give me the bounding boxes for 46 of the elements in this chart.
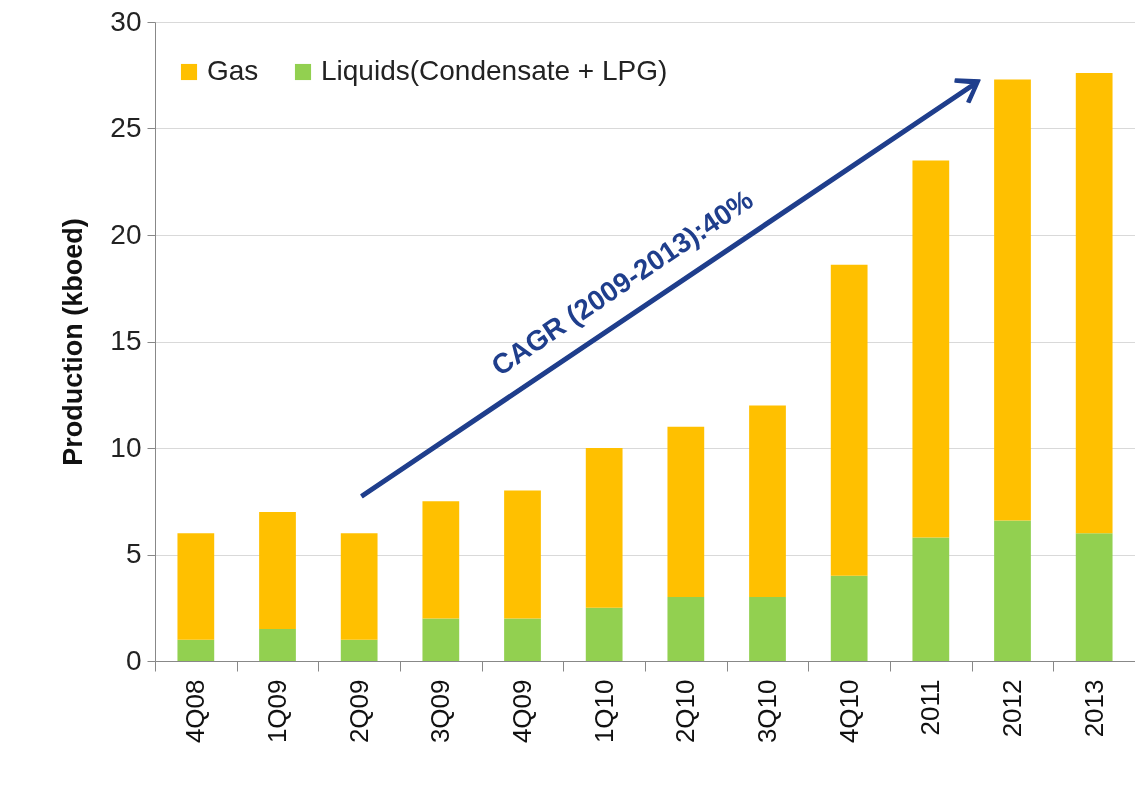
bar — [830, 575, 868, 661]
x-tick-label: 2013 — [1078, 679, 1109, 738]
bar — [830, 264, 868, 576]
bar — [667, 597, 705, 661]
x-tick-label: 4Q08 — [180, 679, 211, 744]
x-tick-label: 4Q10 — [833, 679, 864, 744]
bar — [912, 537, 950, 661]
bar — [259, 511, 296, 630]
bar — [585, 607, 623, 661]
bar — [422, 618, 460, 661]
x-tick-label: 3Q10 — [752, 679, 782, 744]
y-tick-label: 30 — [110, 5, 142, 37]
bar — [1075, 533, 1113, 661]
bar — [667, 426, 705, 598]
legend-label: Gas — [207, 55, 259, 86]
bar — [504, 490, 541, 619]
bar — [912, 160, 950, 538]
y-tick-label: 5 — [125, 538, 142, 569]
y-tick-label: 0 — [125, 644, 142, 676]
bar — [585, 448, 623, 608]
legend-label: Liquids(Condensate + LPG) — [321, 55, 668, 86]
bar — [749, 405, 786, 598]
bar — [422, 501, 460, 619]
bar — [749, 597, 786, 661]
bar — [177, 533, 215, 640]
x-tick-label: 1Q09 — [262, 679, 292, 744]
x-tick-label: 2012 — [997, 679, 1027, 738]
bar — [177, 639, 215, 661]
bar — [340, 533, 378, 640]
y-tick-label: 20 — [110, 218, 142, 250]
x-tick-label: 2011 — [915, 679, 946, 736]
y-tick-label: 10 — [110, 431, 142, 463]
y-axis-title: Production (kboed) — [58, 218, 89, 466]
y-tick-label: 15 — [110, 325, 142, 356]
bar — [994, 520, 1031, 661]
x-tick-label: 2Q10 — [670, 679, 701, 744]
bar — [504, 618, 541, 661]
x-tick-label: 4Q09 — [507, 679, 537, 744]
bar — [1075, 73, 1113, 534]
bar — [259, 629, 296, 661]
x-tick-label: 2Q09 — [343, 679, 374, 744]
x-tick-label: 1Q10 — [588, 679, 619, 744]
y-tick-label: 25 — [110, 112, 142, 143]
x-tick-label: 3Q09 — [425, 679, 456, 744]
bar — [340, 639, 378, 661]
bar — [994, 79, 1031, 521]
